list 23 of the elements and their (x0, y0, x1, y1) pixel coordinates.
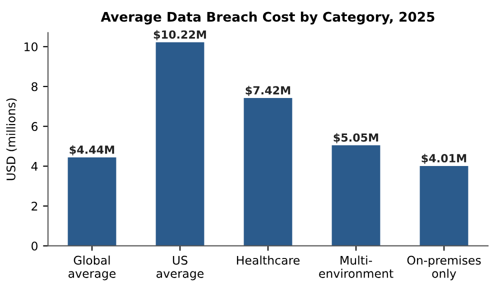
y-tick-label: 8 (32, 82, 38, 92)
bar (156, 42, 204, 246)
y-tick-label: 6 (32, 122, 38, 131)
data-label: $10.22M (154, 30, 206, 40)
x-tick-label: Global average (68, 256, 116, 280)
data-label: $7.42M (246, 86, 290, 96)
x-tick-label: Healthcare (236, 256, 300, 265)
chart-title: Average Data Breach Cost by Category, 2025 (100, 12, 434, 24)
bar (332, 145, 380, 246)
y-tick-label: 0 (32, 242, 38, 251)
y-tick-label: 2 (32, 202, 38, 211)
x-tick-label: Multi- environment (319, 256, 394, 278)
x-tick-label: US average (156, 256, 204, 280)
data-label: $4.44M (70, 145, 114, 156)
data-label: $5.05M (334, 133, 378, 144)
bar (244, 98, 292, 246)
y-tick-label: 10 (24, 42, 38, 52)
data-label: $4.01M (422, 154, 466, 164)
bar (68, 157, 116, 246)
x-tick-label: On-premises only (407, 256, 481, 280)
y-tick-label: 4 (31, 162, 38, 171)
y-axis-title: USD (millions) (6, 98, 17, 180)
bar (420, 166, 468, 246)
